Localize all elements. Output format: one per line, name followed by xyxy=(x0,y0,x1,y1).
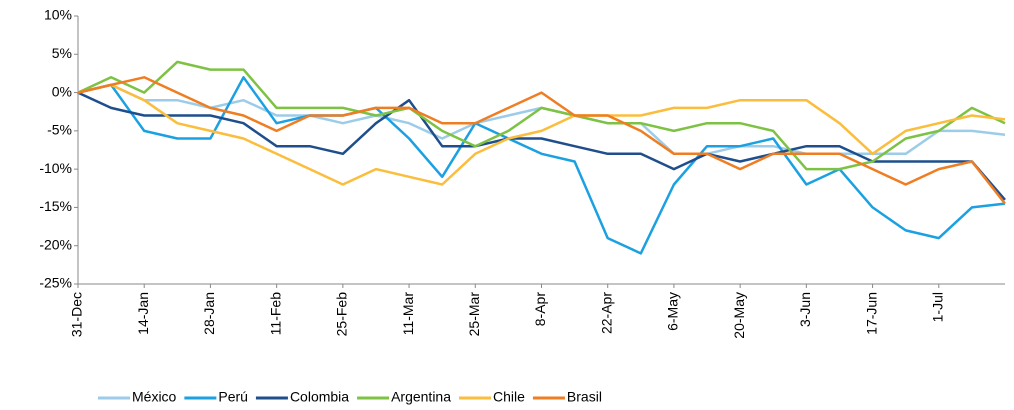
series-line xyxy=(77,60,1006,171)
x-tick-label: 22-Apr xyxy=(598,292,614,334)
series-line xyxy=(77,76,1006,255)
x-tick-label: 20-May xyxy=(731,292,747,339)
series-line xyxy=(77,91,1006,201)
x-tick-label: 6-May xyxy=(665,292,681,331)
y-tick-label: 0% xyxy=(52,83,72,99)
series-line xyxy=(77,76,1006,205)
x-tick-label: 11-Mar xyxy=(400,292,416,336)
x-tick-label: 8-Apr xyxy=(532,292,548,327)
legend-label: Colombia xyxy=(290,389,349,405)
x-tick-label: 1-Jul xyxy=(929,292,945,322)
y-tick-label: -10% xyxy=(39,160,72,176)
legend-label: Perú xyxy=(218,389,248,405)
y-tick-label: -25% xyxy=(39,275,72,291)
y-tick-label: 10% xyxy=(44,7,72,23)
x-tick-label: 17-Jun xyxy=(863,292,879,335)
y-tick-label: 5% xyxy=(52,45,72,61)
legend-label: México xyxy=(132,389,177,405)
x-tick-label: 25-Mar xyxy=(466,292,482,337)
x-tick-label: 28-Jan xyxy=(201,292,217,335)
legend-label: Brasil xyxy=(567,389,602,405)
x-tick-label: 31-Dec xyxy=(69,292,85,337)
x-tick-label: 11-Feb xyxy=(267,292,283,336)
legend-label: Argentina xyxy=(391,389,451,405)
y-tick-label: -5% xyxy=(47,122,72,138)
y-tick-label: -15% xyxy=(39,198,72,214)
y-tick-label: -20% xyxy=(39,236,72,252)
x-tick-label: 25-Feb xyxy=(334,292,350,337)
series-line xyxy=(77,83,1006,186)
series-line xyxy=(77,83,1006,156)
x-tick-label: 14-Jan xyxy=(135,292,151,335)
legend-label: Chile xyxy=(493,389,525,405)
x-tick-label: 3-Jun xyxy=(797,292,813,327)
